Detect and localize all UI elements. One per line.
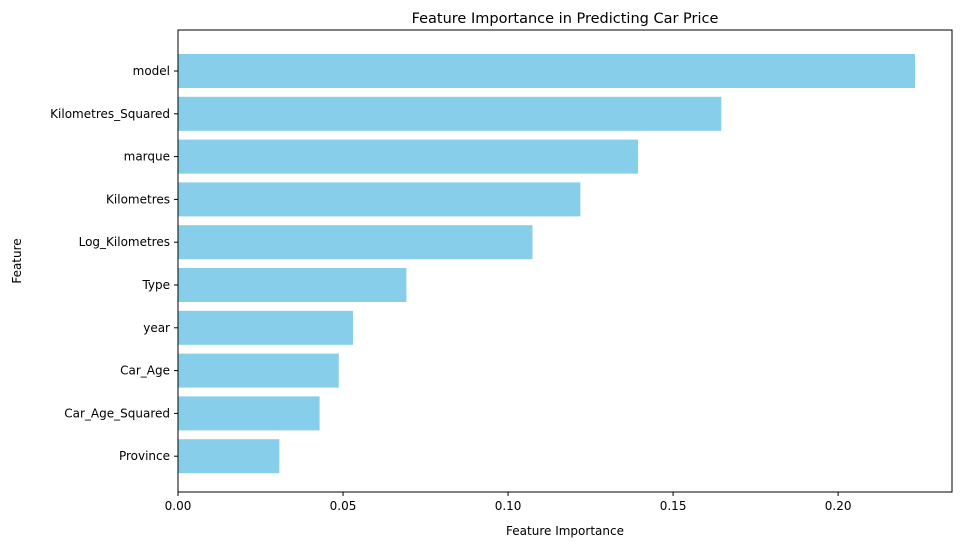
bar-model xyxy=(178,54,916,88)
bar-province xyxy=(178,439,280,474)
y-tick-label: Type xyxy=(141,278,170,292)
chart-title: Feature Importance in Predicting Car Pri… xyxy=(412,11,719,27)
y-tick-label: Kilometres_Squared xyxy=(50,107,170,121)
y-tick-label: model xyxy=(133,64,170,78)
x-axis-label: Feature Importance xyxy=(506,524,624,538)
x-tick-label: 0.20 xyxy=(825,499,852,513)
y-tick-label: Province xyxy=(119,449,170,463)
bar-kilometres-squared xyxy=(178,96,722,131)
y-tick-label: Kilometres xyxy=(106,192,170,206)
plot-frame xyxy=(177,29,953,493)
bar-kilometres xyxy=(178,182,581,217)
bars-group xyxy=(178,54,916,474)
y-axis-label: Feature xyxy=(10,238,24,283)
bar-log-kilometres xyxy=(178,225,533,260)
bar-year xyxy=(178,310,353,345)
x-tick-label: 0.10 xyxy=(495,499,522,513)
y-tick-label: year xyxy=(143,321,170,335)
y-tick-label: Car_Age_Squared xyxy=(64,406,170,420)
bar-car-age-squared xyxy=(178,396,320,431)
x-tick-label: 0.05 xyxy=(330,499,357,513)
bar-car-age xyxy=(178,353,339,388)
bar-marque xyxy=(178,139,639,174)
x-tick-label: 0.15 xyxy=(660,499,687,513)
x-axis-ticks: 0.00 0.05 0.10 0.15 0.20 xyxy=(165,492,852,513)
y-tick-label: marque xyxy=(124,150,170,164)
x-tick-label: 0.00 xyxy=(165,499,192,513)
bar-type xyxy=(178,268,407,302)
y-tick-label: Car_Age xyxy=(120,364,170,378)
y-tick-label: Log_Kilometres xyxy=(79,235,170,249)
